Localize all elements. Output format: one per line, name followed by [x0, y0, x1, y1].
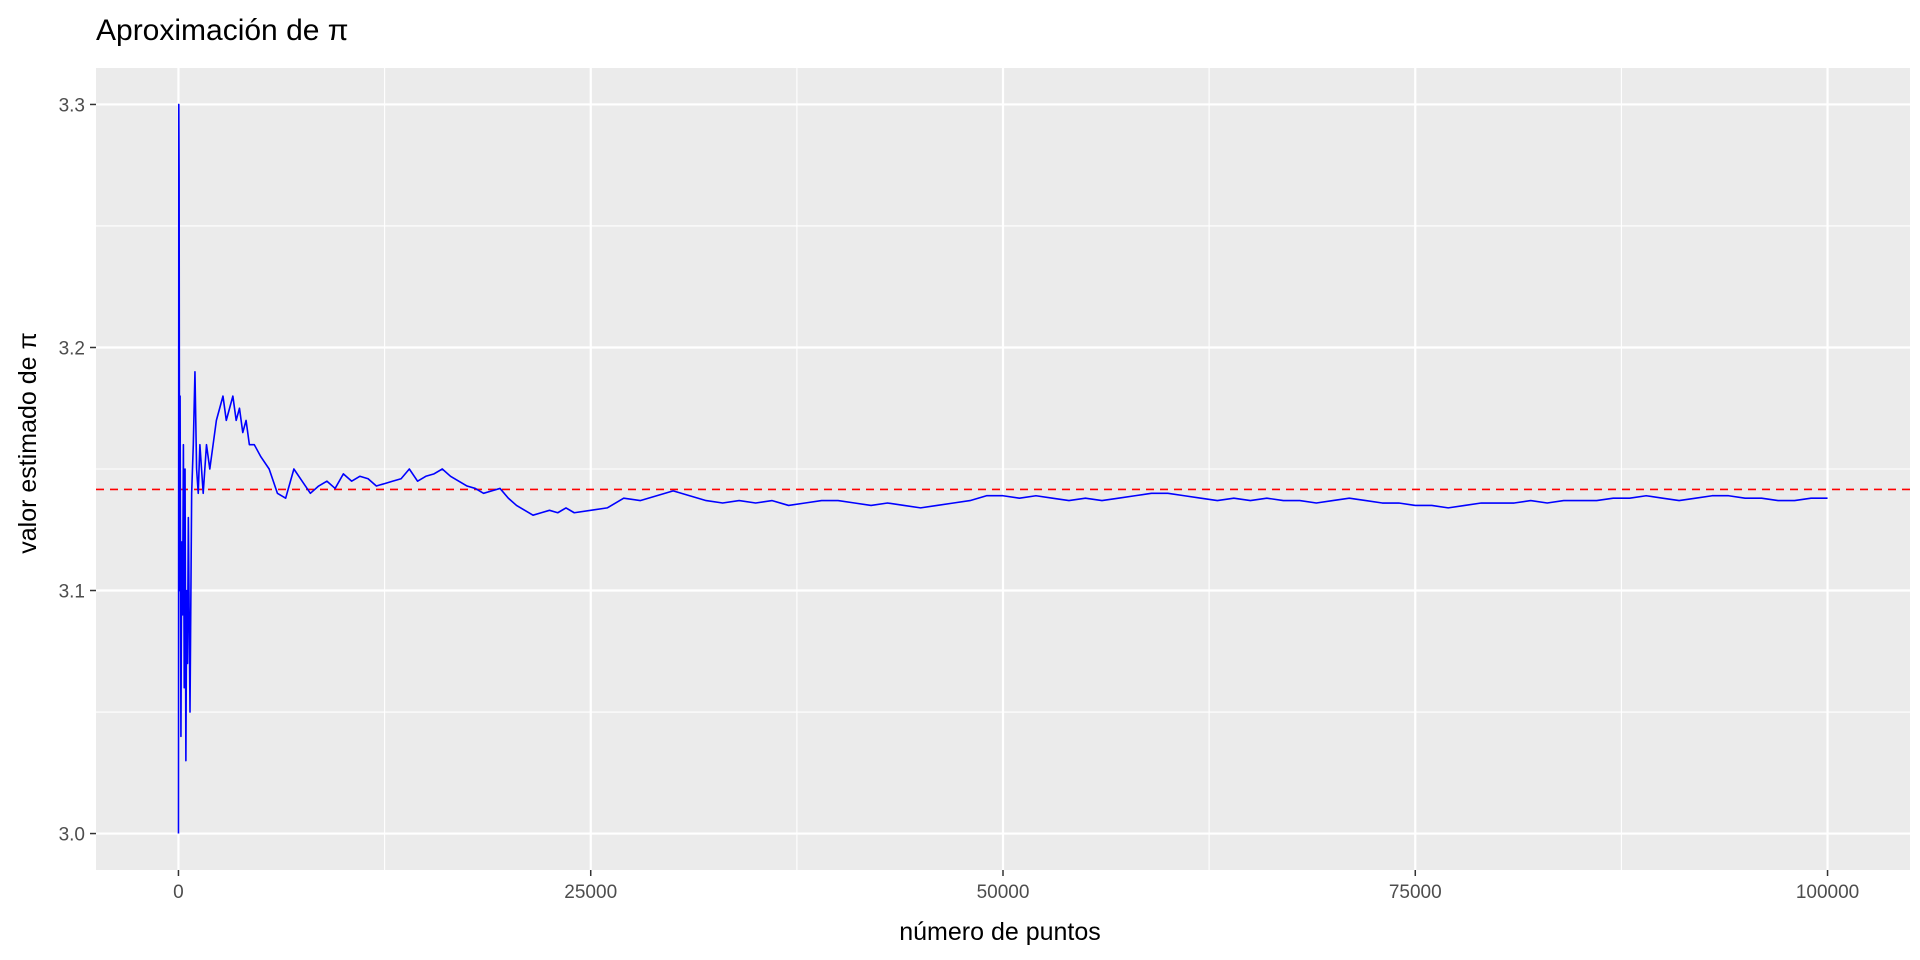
y-tick-label: 3.1 — [59, 582, 85, 603]
y-tick-label: 3.0 — [59, 825, 85, 846]
x-tick-label: 100000 — [1796, 882, 1859, 903]
x-axis-title: número de puntos — [899, 918, 1101, 946]
y-axis: 3.0 3.1 3.2 3.3 — [59, 95, 96, 846]
x-tick-label: 25000 — [564, 882, 617, 903]
series-lines — [177, 103, 1828, 834]
chart-title: Aproximación de π — [96, 14, 348, 47]
series-line — [177, 103, 1828, 834]
x-axis: 0 25000 50000 75000 100000 — [173, 870, 1859, 903]
x-tick-label: 50000 — [977, 882, 1030, 903]
y-axis-title: valor estimado de π — [14, 332, 42, 554]
y-tick-label: 3.2 — [59, 338, 85, 359]
x-tick-label: 75000 — [1389, 882, 1442, 903]
x-tick-label: 0 — [173, 882, 184, 903]
y-tick-label: 3.3 — [59, 95, 85, 116]
